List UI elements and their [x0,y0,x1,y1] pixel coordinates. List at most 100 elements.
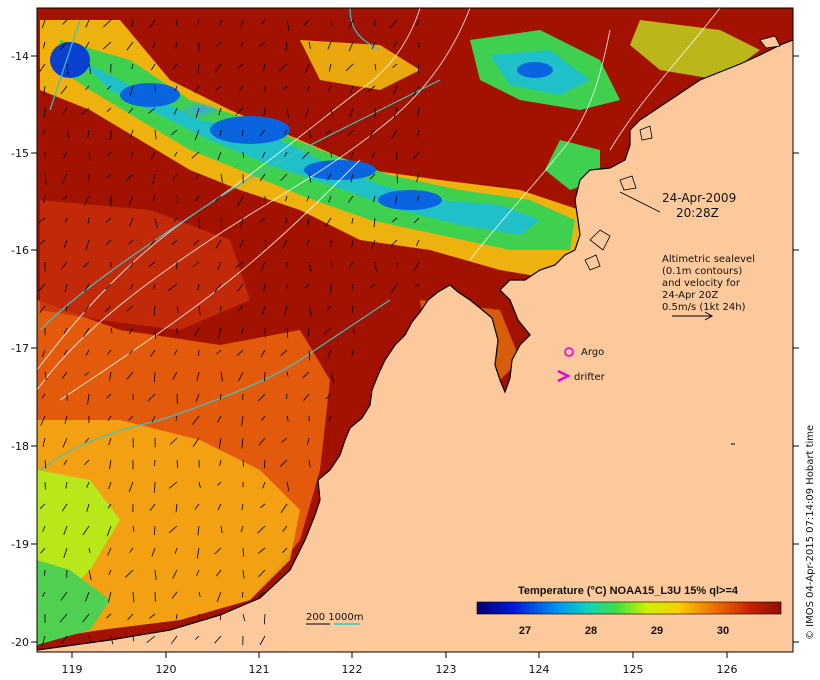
velocity-arrow [106,85,112,90]
velocity-arrow [240,217,244,229]
velocity-arrow [108,591,112,603]
velocity-arrow [85,85,90,91]
velocity-arrow [42,591,46,597]
velocity-arrow [42,129,46,136]
velocity-arrow [328,63,332,72]
velocity-arrow [259,41,266,48]
velocity-arrow [391,129,398,140]
velocity-arrow [258,569,266,578]
date-leader-line [619,191,661,213]
velocity-arrow [173,107,178,115]
svg-text:-19: -19 [11,538,29,551]
velocity-arrow [85,41,90,49]
velocity-arrow [258,437,266,446]
velocity-arrow [240,525,244,533]
velocity-arrow [219,129,222,136]
velocity-arrow [305,283,310,288]
velocity-arrow [396,173,398,184]
lon-tick: 122 [342,652,363,676]
velocity-arrow [87,393,90,405]
velocity-arrow [257,547,266,554]
velocity-arrow [283,129,288,135]
velocity-arrow [325,129,332,135]
velocity-arrow [260,349,266,358]
velocity-arrow [171,129,178,136]
velocity-arrow [107,415,112,422]
velocity-arrow [394,195,398,205]
velocity-arrow [172,173,178,181]
velocity-arrow [307,437,310,445]
lat-tick: -20 [11,636,799,649]
velocity-arrow [62,195,68,201]
velocity-arrow [392,63,398,69]
velocity-arrow [44,371,47,381]
velocity-arrow [127,613,134,621]
velocity-arrow [126,41,134,51]
svg-text:-16: -16 [11,244,29,257]
velocity-arrow [63,239,68,248]
velocity-arrow [259,503,266,509]
velocity-arrow [304,107,310,119]
velocity-arrow [416,173,420,182]
velocity-arrow [239,239,244,248]
velocity-arrow [237,63,244,69]
velocity-arrow [285,41,288,51]
velocity-arrow [126,371,134,380]
lat-tick: -17 [11,342,799,355]
velocity-arrow [126,173,134,181]
velocity-arrow [217,503,222,510]
velocity-arrow [219,19,222,26]
velocity-arrow [44,569,46,576]
lon-tick: 124 [529,652,550,676]
velocity-arrow [41,349,46,358]
velocity-arrow [148,107,156,114]
velocity-arrow [307,85,310,92]
velocity-arrow [348,261,354,269]
velocity-arrow [374,63,377,71]
velocity-arrow [327,173,332,181]
velocity-arrow [303,393,310,402]
velocity-arrow [39,239,46,245]
velocity-arrow [282,547,288,553]
velocity-arrow [153,305,156,316]
velocity-arrow [109,459,112,470]
velocity-arrow [175,19,178,26]
velocity-arrow [242,613,246,622]
velocity-arrow [241,503,244,510]
colorbar-tick: 27 [519,625,531,637]
velocity-arrow [130,129,134,138]
velocity-arrow [217,151,222,160]
velocity-arrow [195,173,200,180]
velocity-arrow [173,217,178,222]
lon-tick: 120 [156,652,177,676]
velocity-arrow [413,85,420,96]
velocity-arrow [151,547,156,557]
velocity-arrow [197,63,200,74]
velocity-arrow [219,459,222,466]
velocity-arrow [196,19,200,27]
velocity-arrow [169,437,178,445]
velocity-arrow [42,525,46,532]
velocity-arrow [280,503,288,514]
velocity-arrow [214,635,222,644]
velocity-arrow [330,107,333,116]
lon-tick: 119 [62,652,83,676]
velocity-arrow [107,547,112,556]
imos-credit: © IMOS 04-Apr-2015 07:14:09 Hobart time [805,425,816,640]
velocity-arrow [351,239,354,248]
velocity-arrow [349,19,354,28]
velocity-arrow [110,327,113,333]
velocity-arrow [257,525,266,534]
velocity-arrow [39,63,46,73]
velocity-arrow [60,591,68,601]
velocity-arrow [285,217,288,224]
velocity-arrow [417,63,420,74]
velocity-arrow [393,107,398,119]
velocity-arrow [171,635,178,644]
svg-text:119: 119 [62,663,83,676]
velocity-arrow [220,217,223,228]
velocity-arrow [413,151,420,160]
svg-text:-18: -18 [11,440,29,453]
latitude-axis: -14 -15 -16 -17 -18 -19 -20 [11,50,799,649]
velocity-arrow [328,195,332,203]
